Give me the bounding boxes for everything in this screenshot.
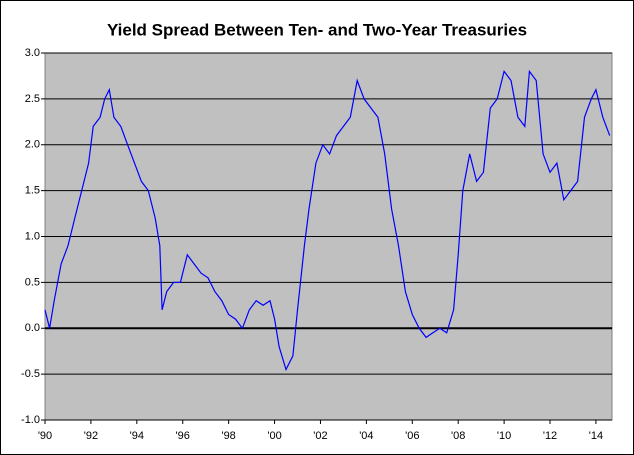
y-tick-label: 1.0 [25, 230, 40, 242]
x-tick-label: '14 [589, 430, 603, 442]
y-tick-label: 3.0 [25, 47, 40, 59]
data-line [44, 69, 611, 372]
x-tick-label: '96 [176, 430, 190, 442]
x-tick-label: '02 [313, 430, 327, 442]
y-tick-label: 2.0 [25, 139, 40, 151]
x-tick-label: '10 [497, 430, 511, 442]
x-tick-label: '92 [84, 430, 98, 442]
y-tick-label: -0.5 [21, 368, 40, 380]
y-tick-label: 1.5 [25, 185, 40, 197]
x-tick-label: '08 [451, 430, 465, 442]
x-tick-label: '98 [221, 430, 235, 442]
y-tick-label: 0.5 [25, 276, 40, 288]
y-tick-label: 2.5 [25, 93, 40, 105]
x-tick-label: '12 [543, 430, 557, 442]
y-tick-label: -1.0 [21, 414, 40, 426]
chart-title: Yield Spread Between Ten- and Two-Year T… [107, 20, 527, 39]
x-tick-label: '90 [38, 430, 52, 442]
x-tick-label: '06 [405, 430, 419, 442]
x-tick-label: '94 [130, 430, 144, 442]
x-tick-label: '00 [267, 430, 281, 442]
x-tick-label: '04 [359, 430, 373, 442]
y-tick-label: 0.0 [25, 322, 40, 334]
